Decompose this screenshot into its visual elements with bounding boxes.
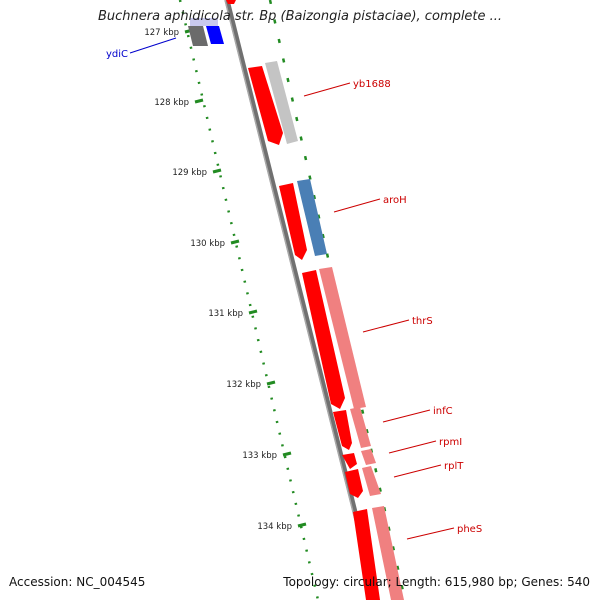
kbp-tick-label: 129 kbp <box>172 168 207 178</box>
gene-feature-yb1688 <box>248 66 283 145</box>
gene-feature-aroH <box>279 183 307 260</box>
cog-feature-infC <box>350 407 371 448</box>
gene-feature-infC <box>333 410 352 450</box>
kbp-tick-mark <box>297 522 307 528</box>
genome-backbone-highlight <box>224 0 376 600</box>
gene-label-leader <box>129 37 177 54</box>
kbp-tick-label: 128 kbp <box>154 98 189 108</box>
gene-label-rpmI[interactable]: rpmI <box>439 437 462 448</box>
gene-label-leader <box>388 440 437 454</box>
gene-feature-rpmI <box>342 453 357 469</box>
kbp-tick-label: 132 kbp <box>226 380 261 390</box>
gene-label-group: ydiC yb1688 aroH thrS infC rpmI rplT pheS <box>106 37 482 540</box>
gene-label-ydiC[interactable]: ydiC <box>106 49 128 60</box>
gene-label-leader <box>362 319 410 333</box>
genome-summary-text: Topology: circular; Length: 615,980 bp; … <box>283 575 590 589</box>
kbp-tick-label: 131 kbp <box>208 309 243 319</box>
cog-feature-ydiC-pale <box>190 18 218 26</box>
cog-feature-ydiC-blue <box>206 26 224 44</box>
gene-label-infC[interactable]: infC <box>433 406 453 417</box>
gene-feature-rplT <box>345 469 363 498</box>
gene-label-pheS[interactable]: pheS <box>457 524 482 535</box>
gene-label-thrS[interactable]: thrS <box>412 316 433 327</box>
kbp-tick-mark <box>266 380 276 386</box>
cog-feature-yb1688 <box>265 61 298 144</box>
cog-feature-pheS <box>372 506 404 600</box>
gene-label-leader <box>393 464 442 478</box>
gene-label-leader <box>382 409 431 423</box>
kbp-tick-mark <box>194 98 204 104</box>
kbp-tick-mark <box>248 309 258 315</box>
gene-label-leader <box>406 527 455 540</box>
tick-group: 127 kbp 128 kbp 129 kbp 130 kbp 131 kbp 132 k… <box>144 28 307 532</box>
gene-label-rplT[interactable]: rplT <box>444 461 464 472</box>
gene-feature-partial <box>226 0 236 4</box>
cog-feature-rpmI <box>361 449 376 465</box>
genome-backbone <box>224 0 380 600</box>
gene-label-leader <box>303 82 351 97</box>
cog-feature-rplT <box>362 466 381 496</box>
cog-feature-ydiC-gray <box>188 26 208 46</box>
kbp-tick-label: 127 kbp <box>144 28 179 38</box>
gene-feature-pheS <box>353 509 380 600</box>
gene-label-aroH[interactable]: aroH <box>383 195 407 206</box>
gene-label-leader <box>333 198 381 213</box>
kbp-tick-label: 133 kbp <box>242 451 277 461</box>
accession-text: Accession: NC_004545 <box>9 575 146 589</box>
kbp-tick-mark <box>230 239 240 245</box>
gene-label-yb1688[interactable]: yb1688 <box>353 79 391 90</box>
cog-feature-thrS <box>319 267 366 409</box>
kbp-tick-mark <box>282 451 292 457</box>
cog-feature-aroH <box>297 179 327 256</box>
map-title: Buchnera aphidicola str. Bp (Baizongia p… <box>97 9 503 24</box>
kbp-tick-label: 134 kbp <box>257 522 292 532</box>
kbp-tick-mark <box>212 168 222 174</box>
outer-track-line <box>268 0 407 600</box>
kbp-tick-label: 130 kbp <box>190 239 225 249</box>
gene-feature-thrS <box>302 270 345 409</box>
